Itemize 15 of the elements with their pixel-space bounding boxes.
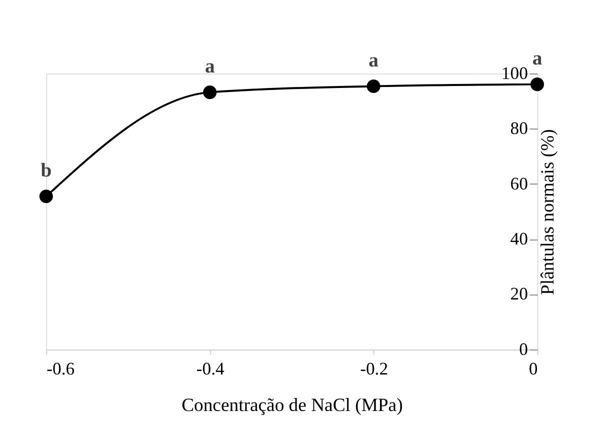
- y-tick-label: 0: [519, 338, 528, 359]
- annotation: a: [368, 50, 379, 72]
- x-tick-label: -0.4: [196, 358, 224, 379]
- y-axis-title: Plântulas normais (%): [537, 129, 558, 295]
- x-tick-label: -0.6: [46, 358, 75, 379]
- x-tick-label: -0.2: [360, 358, 388, 379]
- y-tick-label: 60: [510, 173, 528, 194]
- y-tick-label: 80: [510, 118, 528, 138]
- y-tick-label: 40: [510, 228, 528, 249]
- annotation: a: [204, 56, 215, 78]
- y-tick-label: 20: [510, 284, 528, 304]
- annotation: a: [532, 48, 542, 70]
- y-tick-label: 100: [501, 62, 528, 83]
- annotation: b: [40, 160, 52, 182]
- x-axis-title: Concentração de NaCl (MPa): [182, 394, 403, 416]
